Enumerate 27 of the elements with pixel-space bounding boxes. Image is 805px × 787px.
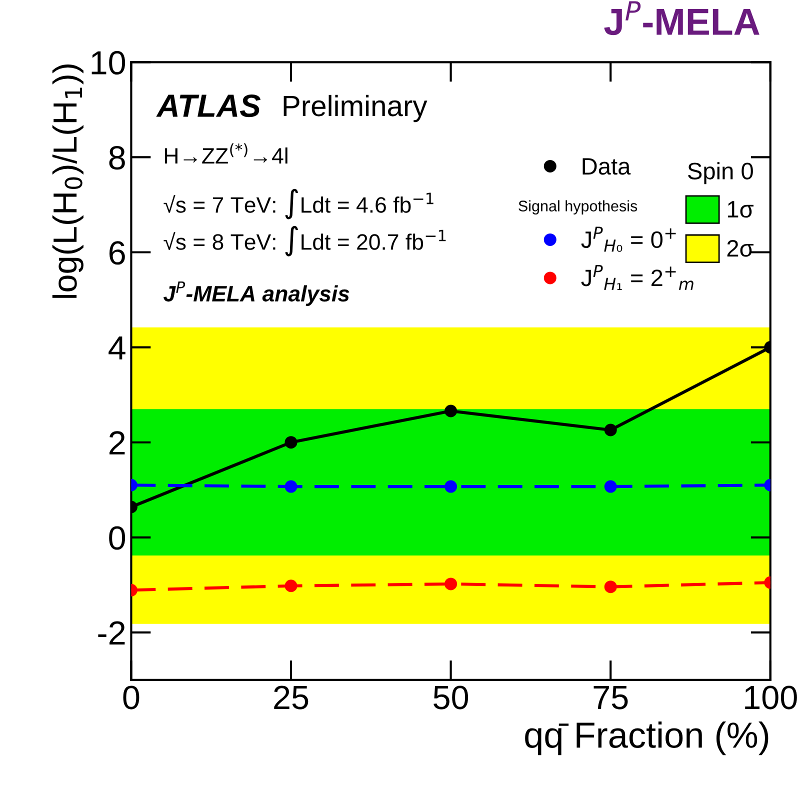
y-axis-title: log(L(H$_{0}$)/L(H$_{1}$)) [52, 64, 84, 298]
annotation: H→ZZ$^{(*)}$→4l [164, 143, 288, 164]
annotation: J$^{P}$-MELA analysis [163, 282, 350, 306]
x-tick-label: 100 [745, 686, 797, 710]
annotation: √s = 8 TeV: ∫Ldt = 20.7 fb$^{−1}$ [164, 226, 446, 256]
legend-label: 2σ [727, 240, 754, 257]
y-tick-label: -2 [98, 621, 125, 645]
x-tick-label: 25 [274, 686, 308, 710]
y-tick-label: 2 [109, 431, 125, 454]
x-tick-label: 75 [594, 686, 628, 710]
legend-label: Data [582, 158, 631, 175]
x-axis-title: qq̄ Fraction (%) [525, 721, 768, 756]
annotation: Signal hypothesis [518, 200, 638, 214]
annotation: √s = 7 TeV: ∫Ldt = 4.6 fb$^{−1}$ [164, 188, 434, 220]
legend-label: 1σ [728, 201, 754, 218]
chart-title: J$^{P}$-MELA [604, 1, 760, 36]
annotation: Preliminary [284, 94, 428, 122]
y-tick-label: 8 [109, 146, 125, 170]
y-tick-label: 0 [109, 526, 126, 550]
x-tick-label: 50 [434, 686, 468, 710]
y-tick-label: 10 [92, 50, 126, 75]
legend-title: Spin 0 [688, 162, 753, 184]
y-tick-label: 6 [110, 241, 125, 265]
legend-label: J$^{P}$$_{H₁}$ = 2$^{+}$$_{m}$ [581, 264, 694, 290]
legend-label: J$^{P}$$_{H₀}$ = 0$^{+}$ [581, 226, 676, 252]
annotation: ATLAS [156, 94, 261, 118]
y-tick-label: 4 [108, 336, 126, 360]
